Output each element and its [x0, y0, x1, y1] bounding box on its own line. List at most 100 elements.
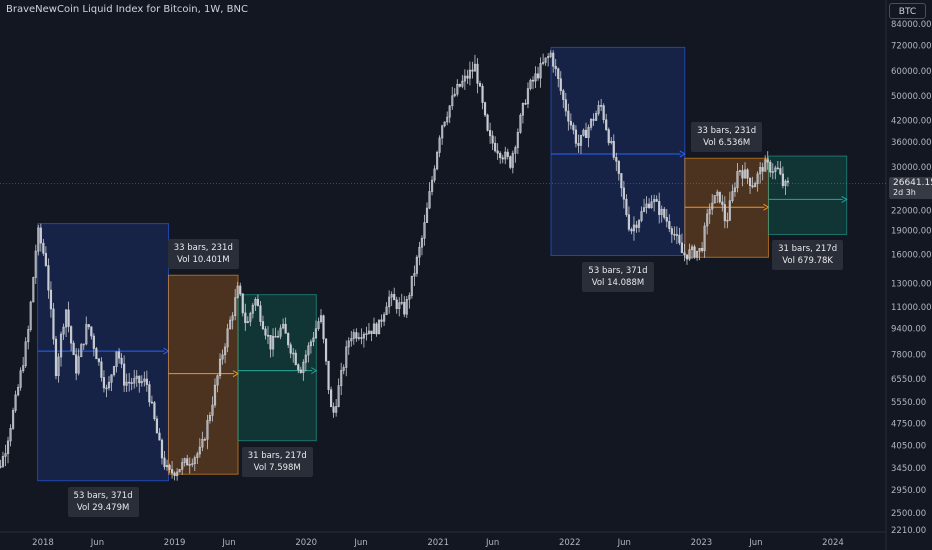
candle-body-54	[123, 363, 126, 386]
candle-body-18	[32, 277, 35, 303]
candle-body-150	[365, 333, 368, 335]
candle-body-180	[441, 125, 444, 139]
candle-body-175	[428, 191, 431, 209]
candle-body-40	[87, 324, 90, 328]
candle-body-263	[650, 201, 653, 208]
candle-body-128	[309, 341, 313, 347]
candle-body-232	[572, 124, 575, 131]
candle-body-52	[117, 351, 121, 359]
candle-body-287	[711, 202, 714, 210]
candle-body-260	[642, 207, 646, 212]
range-label-green-2: 31 bars, 217d Vol 679.78K	[772, 240, 844, 271]
candle-body-216	[531, 79, 535, 82]
candle-body-220	[542, 62, 545, 64]
range-box-blue-1	[37, 223, 169, 482]
candle-body-256	[632, 224, 636, 232]
candle-body-304	[754, 183, 757, 188]
candle-body-45	[100, 361, 103, 378]
range-bars-text: 33 bars, 231d	[173, 243, 233, 254]
candle-body-75	[176, 471, 179, 476]
candle-body-80	[188, 464, 191, 466]
candle-body-250	[617, 160, 620, 174]
candle-body-15	[24, 341, 27, 366]
y-tick-label-19: 3450.00	[891, 464, 926, 474]
candle-body-269	[665, 217, 668, 222]
candle-body-93	[221, 354, 224, 360]
candle-body-239	[589, 118, 593, 128]
candle-body-139	[337, 385, 340, 407]
candle-body-246	[607, 129, 610, 144]
candle-body-222	[547, 56, 550, 59]
candle-body-64	[148, 384, 151, 403]
x-tick-label-11: Jun	[748, 538, 762, 548]
candle-body-231	[569, 120, 572, 126]
candle-body-235	[579, 134, 583, 146]
candle-body-189	[463, 75, 466, 82]
candle-body-258	[637, 220, 641, 228]
range-volume-text: Vol 14.088M	[591, 277, 645, 288]
candle-body-34	[72, 342, 75, 356]
candle-body-303	[751, 185, 754, 188]
candle-body-25	[49, 289, 53, 310]
x-tick-label-1: Jun	[90, 538, 104, 548]
candle-body-30	[62, 326, 65, 335]
candle-body-187	[458, 83, 461, 87]
candle-body-111	[266, 334, 270, 337]
candle-body-242	[597, 105, 600, 114]
candle-body-280	[693, 246, 696, 258]
y-tick-label-17: 4750.00	[891, 420, 926, 430]
candle-body-87	[206, 420, 209, 440]
candle-body-27	[54, 338, 58, 377]
candle-body-31	[64, 309, 68, 328]
candle-body-236	[582, 129, 585, 136]
candle-body-21	[39, 227, 42, 244]
candle-body-145	[352, 332, 355, 339]
y-tick-label-3: 50000.00	[891, 92, 932, 102]
candle-body-285	[706, 213, 709, 227]
candle-body-98	[234, 297, 237, 317]
candle-body-16	[27, 329, 30, 343]
candle-body-101	[241, 293, 244, 314]
candle-body-151	[367, 330, 371, 334]
candle-body-184	[451, 95, 454, 107]
y-tick-label-14: 7800.00	[891, 351, 926, 361]
range-box-green-2	[767, 155, 848, 235]
candle-body-41	[90, 326, 93, 337]
candle-body-204	[501, 157, 504, 160]
candle-body-70	[163, 457, 166, 468]
candle-body-28	[57, 356, 60, 377]
candle-body-11	[14, 394, 17, 411]
candle-body-299	[741, 170, 744, 179]
candle-body-108	[259, 305, 262, 322]
y-tick-label-11: 13000.00	[891, 280, 932, 290]
candle-body-225	[554, 65, 557, 70]
candle-body-295	[731, 191, 734, 202]
candle-body-314	[779, 168, 782, 175]
candle-body-118	[284, 323, 287, 334]
candle-body-301	[746, 169, 749, 179]
x-tick-label-10: 2023	[691, 538, 713, 548]
candle-body-109	[261, 321, 265, 330]
candle-body-22	[42, 242, 45, 254]
candle-body-137	[332, 406, 335, 413]
candle-body-200	[491, 135, 494, 144]
candle-body-312	[774, 167, 777, 172]
candle-body-302	[748, 177, 752, 187]
candle-body-292	[723, 204, 726, 222]
candle-body-74	[173, 472, 176, 476]
candle-body-62	[143, 378, 146, 382]
candle-body-90	[213, 384, 217, 406]
currency-button[interactable]: BTC	[889, 3, 926, 19]
candle-body-270	[668, 221, 671, 229]
candle-body-317	[786, 180, 790, 183]
candle-body-141	[342, 367, 345, 371]
candle-body-124	[299, 369, 302, 373]
candle-body-278	[688, 249, 691, 260]
candle-body-153	[372, 323, 376, 335]
candle-body-39	[85, 324, 88, 345]
candle-body-259	[640, 211, 643, 221]
candle-body-112	[269, 335, 272, 350]
candle-body-29	[59, 333, 63, 358]
candle-body-56	[128, 381, 131, 384]
